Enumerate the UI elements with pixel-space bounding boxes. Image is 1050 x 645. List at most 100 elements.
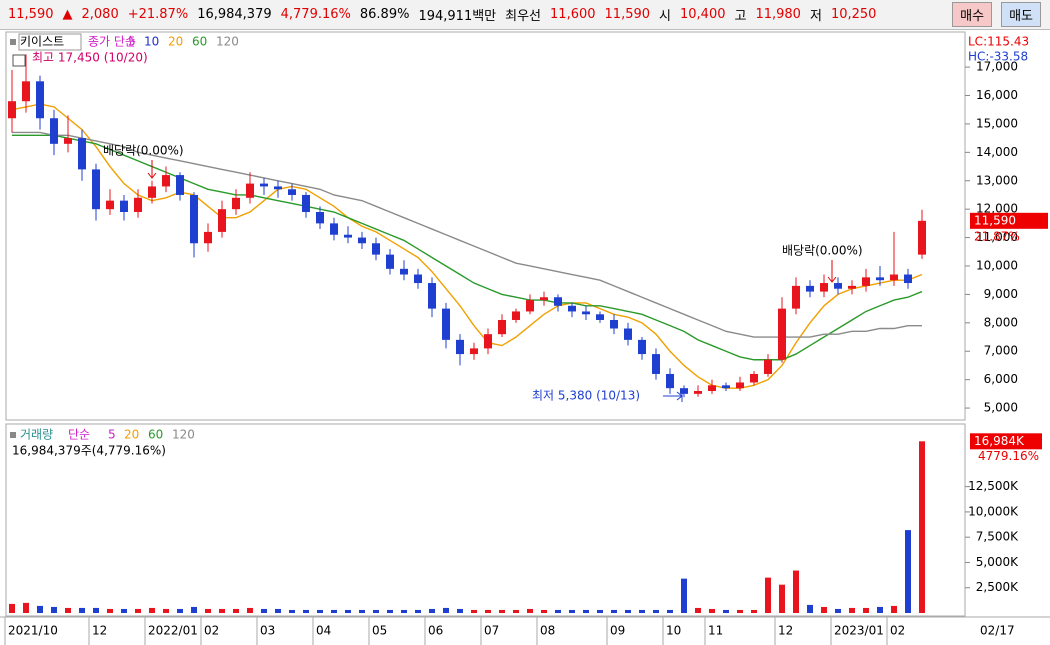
ma-line xyxy=(12,131,922,338)
legend-title: 종가 단순 xyxy=(88,35,136,49)
volume-bar xyxy=(891,605,897,613)
volume-panel xyxy=(5,423,966,617)
candle-body xyxy=(134,197,142,213)
volume-bar xyxy=(513,609,519,613)
legend-entry: 5 xyxy=(128,35,136,49)
volume-bar xyxy=(37,605,43,613)
y-tick-label: 5,000 xyxy=(984,401,1018,415)
volume-bar xyxy=(107,608,113,613)
quote-bar: 11,590 ▲ 2,080 +21.87% 16,984,379 4,779.16% 86… xyxy=(0,0,1050,30)
volume-info: 16,984,379주(4,779.16%) xyxy=(12,444,166,458)
quote-field: 4,779.16% xyxy=(280,7,351,22)
volume-bar xyxy=(401,609,407,613)
volume-bar xyxy=(765,577,771,613)
candle-body xyxy=(344,234,352,238)
volume-bar xyxy=(233,608,239,613)
quote-field: 2,080 xyxy=(81,7,119,22)
candle-body xyxy=(820,283,828,292)
candle-body xyxy=(442,308,450,340)
y-tick-label: 6,000 xyxy=(984,372,1018,386)
candle-body xyxy=(22,81,30,102)
quote-field: 고 xyxy=(734,9,747,24)
candle-body xyxy=(288,189,296,195)
legend-marker xyxy=(10,432,16,438)
volume-bar xyxy=(135,608,141,613)
last-price-tag xyxy=(970,212,1048,229)
hc-label: HC:-33.58 xyxy=(968,50,1028,64)
volume-bar xyxy=(485,609,491,613)
volume-bar xyxy=(121,608,127,613)
quote-field: +21.87% xyxy=(127,7,189,22)
buy-button[interactable]: 매수 xyxy=(952,2,993,27)
candle-body xyxy=(904,274,912,284)
volume-bar xyxy=(191,606,197,613)
volume-bar xyxy=(737,609,743,613)
candle-body xyxy=(330,223,338,235)
candle-body xyxy=(400,268,408,275)
y-tick-label: 17,000 xyxy=(976,60,1018,74)
candle-body xyxy=(428,283,436,309)
volume-bar xyxy=(23,602,29,613)
legend-entry: 120 xyxy=(216,35,239,49)
volume-bar xyxy=(163,608,169,613)
sell-button[interactable]: 매도 xyxy=(1001,2,1041,27)
volume-change: 4779.16% xyxy=(978,449,1039,463)
y-tick-label: 12,000 xyxy=(976,202,1018,216)
candle-body xyxy=(764,359,772,374)
candle-body xyxy=(750,373,758,383)
candle-body xyxy=(778,308,786,360)
y-tick-label: 13,000 xyxy=(976,173,1018,187)
y-tick-label: 11,000 xyxy=(976,230,1018,244)
candle-body xyxy=(148,186,156,198)
quote-field: 86.89% xyxy=(359,7,410,22)
x-tick-label: 09 xyxy=(610,624,625,638)
volume-bar xyxy=(653,609,659,613)
y-tick-label: 16,000 xyxy=(976,88,1018,102)
x-tick-label: 08 xyxy=(540,624,555,638)
candle-body xyxy=(680,388,688,394)
volume-bar xyxy=(359,609,365,613)
volume-bar xyxy=(9,603,15,613)
candle-body xyxy=(848,285,856,289)
candle-body xyxy=(596,314,604,320)
volume-bar xyxy=(443,607,449,613)
quote-field: 10,400 xyxy=(680,7,726,22)
candle-body xyxy=(78,138,86,170)
price-panel xyxy=(5,31,966,421)
volume-bar xyxy=(611,609,617,613)
volume-bar xyxy=(51,606,57,613)
y-tick-label: 15,000 xyxy=(976,116,1018,130)
volume-bar xyxy=(317,609,323,613)
candle-body xyxy=(540,297,548,301)
x-tick-label: 04 xyxy=(316,624,331,638)
volume-bar xyxy=(625,609,631,613)
candle-body xyxy=(568,305,576,312)
volume-bar xyxy=(219,608,225,613)
legend-entry: 5 xyxy=(108,428,116,442)
volume-bar xyxy=(541,609,547,613)
candle-body xyxy=(806,285,814,292)
volume-bar xyxy=(275,608,281,613)
y-tick-label: 14,000 xyxy=(976,145,1018,159)
chart: 5,000 6,000 7,000 8,000 9,000 10,000 11,000 12,… xyxy=(0,30,1050,645)
candle-body xyxy=(204,231,212,244)
candle-body xyxy=(8,101,16,119)
candle-body xyxy=(120,200,128,213)
candle-body xyxy=(554,297,562,306)
y-tick-label: 2,500K xyxy=(976,580,1019,594)
volume-bar xyxy=(681,578,687,613)
quote-field: 11,600 xyxy=(550,7,596,22)
last-volume: 16,984K xyxy=(974,434,1025,448)
volume-bar xyxy=(639,609,645,613)
x-tick-label: 02 xyxy=(890,624,905,638)
quote-field: 11,590 xyxy=(8,7,54,22)
ma-line xyxy=(11,103,923,389)
volume-bar xyxy=(457,608,463,613)
y-tick-label: 5,000K xyxy=(976,555,1019,569)
legend-entry: 60 xyxy=(192,35,207,49)
quote-field: 11,980 xyxy=(755,7,801,22)
last-volume-tag xyxy=(970,433,1042,450)
x-tick-label: 12 xyxy=(92,624,107,638)
x-tick-label: 02 xyxy=(204,624,219,638)
